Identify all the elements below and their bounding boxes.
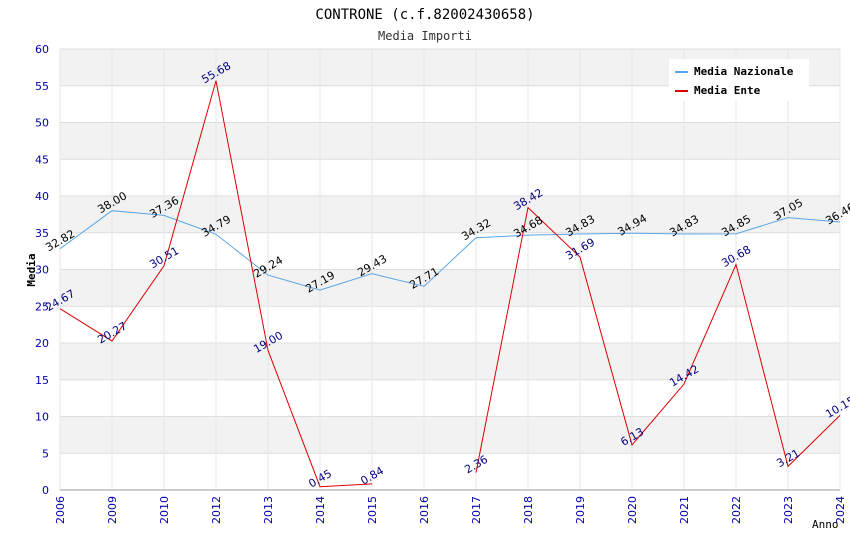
x-tick-label: 2018 xyxy=(522,496,535,524)
x-tick-label: 2019 xyxy=(574,496,587,524)
plot-band xyxy=(60,122,840,160)
y-tick-label: 10 xyxy=(35,411,49,424)
x-tick-label: 2006 xyxy=(54,496,67,524)
plot-band xyxy=(60,232,840,270)
x-tick-label: 2022 xyxy=(730,496,743,524)
y-tick-label: 5 xyxy=(42,447,49,460)
plot-band xyxy=(60,306,840,343)
x-tick-label: 2009 xyxy=(106,496,119,524)
y-tick-label: 35 xyxy=(35,227,49,240)
x-tick-label: 2010 xyxy=(158,496,171,524)
legend-label-media-nazionale: Media Nazionale xyxy=(694,65,794,78)
x-tick-label: 2016 xyxy=(418,496,431,524)
y-axis-ticks: 0 5 10 15 20 25 30 35 40 45 50 55 60 xyxy=(35,43,49,497)
y-tick-label: 45 xyxy=(35,153,49,166)
series-layer xyxy=(59,80,841,488)
x-axis-label: Anno xyxy=(812,518,839,531)
x-tick-label: 2014 xyxy=(314,496,327,524)
y-tick-label: 15 xyxy=(35,374,49,387)
y-tick-label: 50 xyxy=(35,117,49,130)
gridlines xyxy=(59,48,841,491)
x-tick-label: 2012 xyxy=(210,496,223,524)
x-tick-label: 2020 xyxy=(626,496,639,524)
plot-band xyxy=(60,416,840,454)
plot-band xyxy=(60,269,840,307)
legend: Media Nazionale Media Ente xyxy=(669,59,809,101)
plot-band xyxy=(60,159,840,196)
x-tick-label: 2013 xyxy=(262,496,275,524)
series-line-media-ente xyxy=(59,80,373,488)
legend-box xyxy=(669,59,809,101)
y-tick-label: 20 xyxy=(35,337,49,350)
y-tick-label: 60 xyxy=(35,43,49,56)
series-line-media-nazionale xyxy=(59,210,841,291)
plot-band xyxy=(60,343,840,380)
y-axis-label: Media xyxy=(25,253,38,286)
chart-subtitle: Media Importi xyxy=(378,29,472,43)
legend-label-media-ente: Media Ente xyxy=(694,84,761,97)
x-axis-ticks: 2006 2009 2010 2012 2013 2014 2015 2016 2017 2018… xyxy=(54,496,847,524)
y-tick-label: 30 xyxy=(35,264,49,277)
x-tick-label: 2023 xyxy=(782,496,795,524)
plot-background xyxy=(60,49,840,490)
plot-band xyxy=(60,379,840,417)
x-tick-label: 2017 xyxy=(470,496,483,524)
plot-band xyxy=(60,453,840,490)
y-tick-label: 0 xyxy=(42,484,49,497)
plot-band xyxy=(60,196,840,233)
chart-title: CONTRONE (c.f.82002430658) xyxy=(315,7,534,23)
series-line-media-ente xyxy=(475,206,841,473)
x-tick-label: 2021 xyxy=(678,496,691,524)
y-tick-label: 40 xyxy=(35,190,49,203)
x-tick-label: 2015 xyxy=(366,496,379,524)
y-tick-label: 25 xyxy=(35,300,49,313)
x-tick-label: 2024 xyxy=(834,496,847,524)
y-tick-label: 55 xyxy=(35,80,49,93)
